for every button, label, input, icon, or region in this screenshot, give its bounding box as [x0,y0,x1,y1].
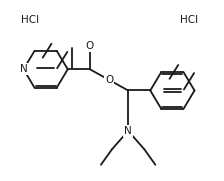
Text: N: N [124,126,132,136]
Text: O: O [105,75,113,85]
Text: N: N [20,64,27,74]
Text: HCl: HCl [21,16,39,26]
Text: O: O [86,41,94,51]
Text: HCl: HCl [180,16,198,26]
